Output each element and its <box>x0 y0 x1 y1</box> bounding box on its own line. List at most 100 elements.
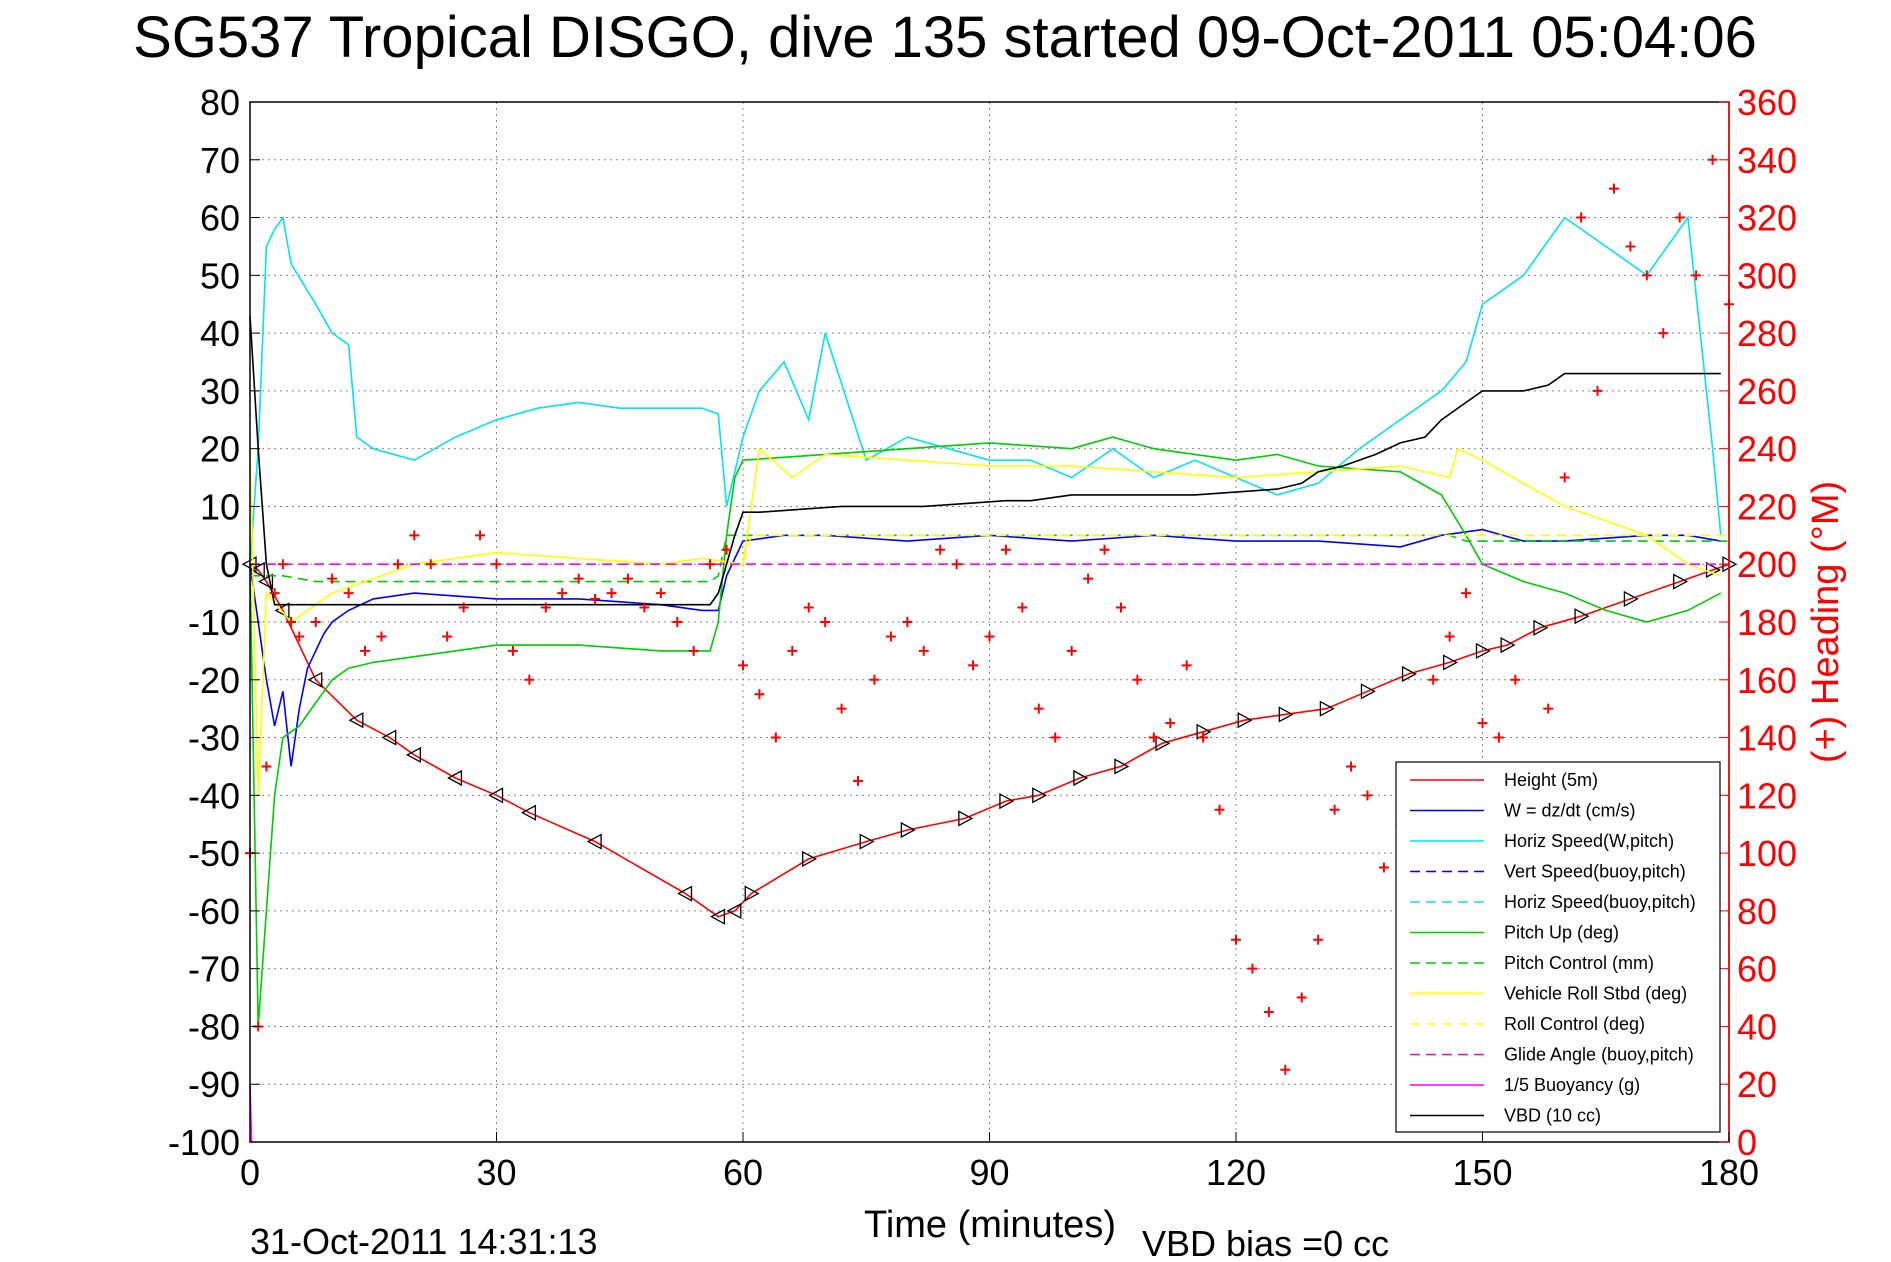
heading-marker <box>1050 732 1061 743</box>
right-tick-label: 20 <box>1737 1064 1777 1105</box>
legend-item: Vehicle Roll Stbd (deg) <box>1410 984 1687 1004</box>
series-vbd-10-cc <box>249 315 1721 606</box>
heading-marker <box>310 617 321 627</box>
y-tick-label: -80 <box>188 1006 240 1047</box>
heading-marker <box>425 559 436 570</box>
heading-marker <box>836 703 847 714</box>
heading-marker <box>524 674 535 685</box>
height-marker <box>1442 654 1459 671</box>
y-tick-label: 10 <box>200 486 240 527</box>
right-tick-label: 340 <box>1737 140 1797 181</box>
heading-marker <box>458 602 469 613</box>
y-tick-label: 50 <box>200 255 240 296</box>
heading-marker <box>1132 674 1143 685</box>
legend-item: Horiz Speed(buoy,pitch) <box>1410 892 1696 912</box>
heading-marker <box>1198 732 1209 743</box>
height-marker <box>348 712 364 729</box>
x-tick-label: 60 <box>723 1152 763 1193</box>
series-line <box>249 436 1722 1027</box>
series-horiz-speed-w-pitch <box>249 215 1722 565</box>
height-marker <box>726 902 742 919</box>
heading-marker <box>1000 544 1011 555</box>
y-tick-label: 20 <box>200 429 240 470</box>
series-line <box>249 563 1730 918</box>
heading-marker <box>639 602 650 613</box>
height-marker <box>900 821 916 839</box>
heading-marker <box>869 674 880 685</box>
legend: Height (5m) W = dz/dt (cm/s) Horiz Speed(W… <box>1395 761 1721 1133</box>
heading-marker <box>1017 602 1028 613</box>
legend-label: Horiz Speed(buoy,pitch) <box>1504 892 1696 912</box>
x-tick-label: 120 <box>1206 1152 1266 1193</box>
heading-marker <box>902 617 913 627</box>
heading-marker <box>1263 1007 1274 1017</box>
series-line <box>249 528 1721 767</box>
right-tick-label: 100 <box>1737 833 1797 874</box>
legend-item: Height (5m) <box>1410 770 1598 790</box>
legend-label: Height (5m) <box>1504 770 1598 790</box>
heading-marker <box>392 559 403 570</box>
height-marker <box>307 671 323 688</box>
height-marker <box>802 850 818 867</box>
height-marker <box>1574 608 1590 625</box>
heading-marker <box>1346 761 1357 772</box>
legend-label: Glide Angle (buoy,pitch) <box>1504 1045 1694 1065</box>
heading-marker <box>1608 183 1619 194</box>
legend-item: VBD (10 cc) <box>1410 1106 1601 1126</box>
legend-item: 1/5 Buoyancy (g) <box>1410 1075 1640 1095</box>
heading-marker <box>1247 963 1258 974</box>
heading-marker <box>343 588 354 599</box>
right-tick-label: 320 <box>1737 198 1797 239</box>
right-tick-label: 260 <box>1737 371 1797 412</box>
legend-label: Vehicle Roll Stbd (deg) <box>1504 984 1687 1004</box>
legend-label: Pitch Control (mm) <box>1504 953 1654 973</box>
series-line <box>249 215 1722 565</box>
y-tick-label: -60 <box>188 891 240 932</box>
heading-marker <box>1477 718 1488 729</box>
height-marker <box>405 746 421 763</box>
y-tick-label: -70 <box>188 949 240 990</box>
legend-label: Pitch Up (deg) <box>1504 923 1619 943</box>
heading-marker <box>277 559 288 570</box>
heading-marker <box>1165 718 1176 729</box>
footer-vbd-bias: VBD bias =0 cc <box>1142 1223 1389 1262</box>
legend-box <box>1395 761 1721 1133</box>
chart-title: SG537 Tropical DISGO, dive 135 started 0… <box>133 5 1757 70</box>
legend-item: Vert Speed(buoy,pitch) <box>1410 862 1686 882</box>
x-tick-label: 90 <box>969 1152 1009 1193</box>
y-tick-label: 60 <box>200 198 240 239</box>
heading-marker <box>1378 862 1389 873</box>
legend-label: VBD (10 cc) <box>1504 1106 1601 1126</box>
legend-item: Pitch Up (deg) <box>1410 923 1619 943</box>
heading-marker <box>918 645 929 656</box>
right-tick-label: 120 <box>1737 775 1797 816</box>
height-marker <box>859 833 875 850</box>
right-axis-label: (+) Heading (°M) <box>1805 481 1847 763</box>
legend-item: Pitch Control (mm) <box>1410 953 1654 973</box>
right-tick-label: 60 <box>1737 949 1777 990</box>
right-tick-label: 0 <box>1737 1122 1757 1163</box>
height-marker <box>488 787 504 804</box>
heading-marker <box>1099 544 1110 555</box>
right-tick-label: 160 <box>1737 660 1797 701</box>
heading-marker <box>360 645 371 656</box>
legend-item: Horiz Speed(W,pitch) <box>1410 831 1674 851</box>
heading-marker <box>1658 328 1669 339</box>
heading-marker <box>672 617 683 627</box>
right-tick-label: 240 <box>1737 429 1797 470</box>
heading-marker <box>1543 703 1554 714</box>
heading-marker <box>622 573 633 584</box>
heading-marker <box>606 588 617 599</box>
y-tick-label: -10 <box>188 602 240 643</box>
height-marker <box>258 573 274 590</box>
heading-marker <box>1214 804 1225 815</box>
height-marker <box>1155 735 1171 752</box>
heading-marker <box>1083 573 1094 584</box>
heading-marker <box>1280 1064 1291 1075</box>
heading-marker <box>705 559 716 570</box>
heading-marker <box>573 573 584 584</box>
height-marker <box>381 729 397 746</box>
heading-marker <box>409 530 420 541</box>
y-tick-label: 0 <box>220 544 240 585</box>
y-tick-label: 30 <box>200 371 240 412</box>
